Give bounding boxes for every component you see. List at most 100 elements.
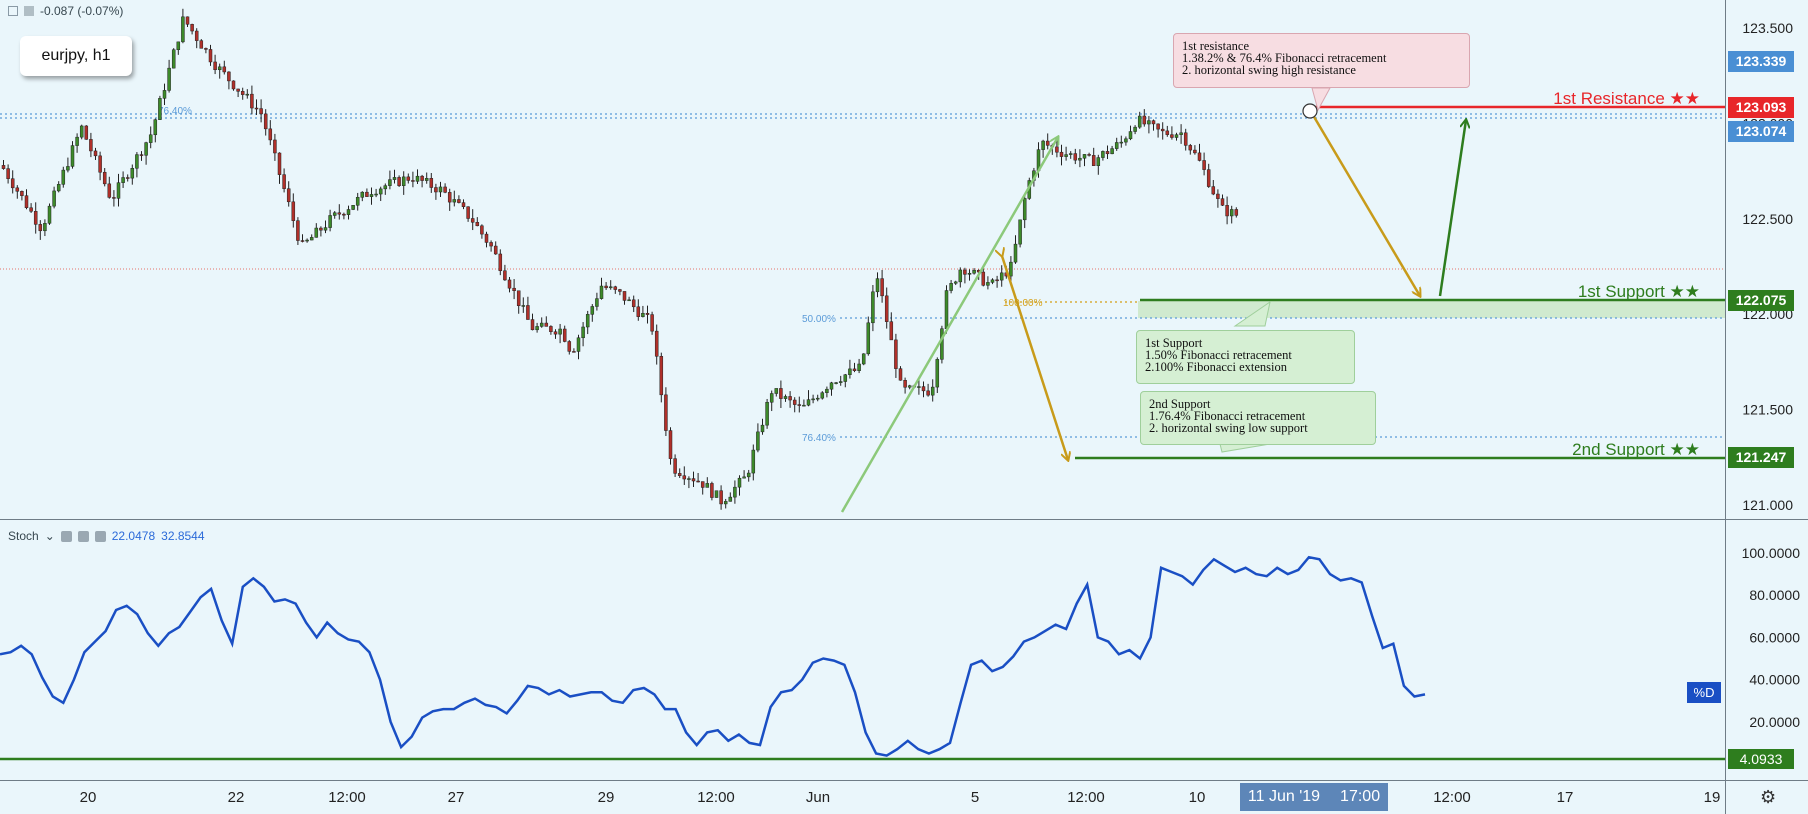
candle-body	[447, 192, 452, 203]
candle-body	[907, 385, 912, 388]
price-tick-label: 123.500	[1742, 20, 1793, 36]
candle-body	[1110, 148, 1114, 155]
candle-body	[194, 30, 199, 41]
support1-note[interactable]: 1st Support 1.50% Fibonacci retracement …	[1136, 330, 1355, 384]
candle-body	[438, 186, 443, 193]
candle-body	[328, 215, 332, 228]
price-tick-label: 121.500	[1742, 402, 1793, 418]
stoch-label[interactable]: Stoch	[8, 529, 39, 543]
candle-body	[774, 388, 779, 394]
candle-body	[378, 188, 383, 195]
candle-body	[337, 212, 342, 215]
time-tick-label: 17	[1557, 789, 1574, 806]
time-axis-labels: 20 22 12:00 27 29 12:00 Jun 5 12:00 10 12:00 17 19	[80, 789, 1721, 806]
candle-body	[641, 312, 645, 317]
candle-body	[1188, 145, 1193, 151]
candle-body	[158, 98, 162, 120]
candle-body	[1, 165, 6, 169]
candle-body	[1211, 186, 1216, 195]
time-tick-label: 29	[598, 789, 615, 806]
gear-icon[interactable]: ⚙	[1760, 787, 1777, 807]
candle-body	[512, 287, 516, 291]
candle-body	[903, 380, 907, 388]
candle-body	[10, 178, 15, 189]
eye-icon[interactable]	[60, 530, 72, 542]
candle-body	[843, 374, 848, 382]
candle-body	[654, 330, 659, 357]
candle-body	[135, 154, 139, 169]
time-tick-label: 20	[80, 789, 97, 806]
candle-body	[894, 339, 898, 369]
candle-body	[567, 341, 572, 352]
settings-icon[interactable]	[77, 530, 89, 542]
candle-body	[153, 119, 158, 136]
candle-body	[714, 490, 719, 498]
projection-arrow-gold-left	[1002, 256, 1068, 460]
candle-body	[1197, 152, 1202, 161]
candle-body	[369, 194, 374, 197]
candle-body	[526, 305, 530, 320]
candle-body	[236, 88, 240, 92]
candle-body	[659, 356, 664, 396]
candle-body	[319, 227, 323, 231]
candle-body	[728, 496, 733, 502]
candle-body	[1142, 115, 1147, 125]
candle-body	[576, 337, 581, 352]
candle-body	[1183, 132, 1188, 146]
candle-body	[1068, 153, 1073, 155]
candle-body	[1202, 160, 1206, 170]
candle-body	[797, 404, 802, 406]
candle-body	[779, 388, 783, 399]
candle-body	[1151, 120, 1156, 125]
candle-body	[365, 191, 369, 197]
candle-body	[595, 298, 599, 307]
chart-header: -0.087 (-0.07%)	[8, 4, 123, 18]
candle-body	[618, 289, 622, 292]
stoch-series-badge	[1687, 682, 1721, 703]
support2-note[interactable]: 2nd Support 1.76.4% Fibonacci retracemen…	[1140, 391, 1376, 445]
candle-body	[47, 205, 52, 224]
candle-body	[1041, 140, 1045, 150]
candle-body	[710, 483, 714, 498]
candle-body	[61, 169, 66, 185]
resistance-note[interactable]: 1st resistance 1.38.2% & 76.4% Fibonacci…	[1173, 33, 1470, 88]
candle-body	[116, 182, 121, 199]
candle-body	[273, 139, 277, 154]
price-badge	[1728, 51, 1794, 72]
candle-body	[599, 285, 604, 299]
symbol-label[interactable]: eurjpy, h1	[20, 36, 132, 76]
candle-body	[963, 269, 967, 275]
candle-body	[70, 145, 75, 167]
price-badge	[1728, 447, 1794, 468]
candle-body	[650, 314, 654, 332]
chevron-down-icon[interactable]: ⌄	[44, 529, 55, 543]
stoch-legend: Stoch ⌄ 22.0478 32.8544	[8, 529, 205, 543]
candle-body	[429, 178, 434, 188]
collapse-button[interactable]	[8, 6, 18, 16]
candle-body	[305, 239, 309, 242]
time-axis[interactable]	[0, 781, 1808, 814]
candle-body	[636, 306, 641, 317]
candle-body	[949, 283, 953, 291]
candle-body	[1064, 154, 1068, 157]
candle-body	[1105, 151, 1110, 155]
crosshair-date: 11 Jun '19	[1247, 788, 1321, 805]
candle-body	[1170, 134, 1174, 138]
candle-body	[171, 49, 176, 69]
candle-body	[898, 368, 903, 381]
candle-body	[1179, 132, 1183, 135]
candle-body	[38, 224, 43, 232]
candle-body	[33, 211, 38, 225]
time-tick-label: 12:00	[328, 789, 366, 806]
stoch-series-badge-text: %D	[1694, 685, 1715, 700]
candle-body	[581, 326, 585, 339]
flag-icon[interactable]	[24, 6, 34, 16]
candle-body	[355, 197, 360, 206]
support2-label: 2nd Support ★★	[1572, 440, 1700, 459]
price-badge-text: 123.339	[1736, 53, 1787, 69]
candle-body	[825, 388, 829, 393]
close-icon[interactable]	[94, 530, 106, 542]
swing-high-marker[interactable]	[1302, 103, 1318, 119]
candle-body	[1022, 198, 1027, 221]
